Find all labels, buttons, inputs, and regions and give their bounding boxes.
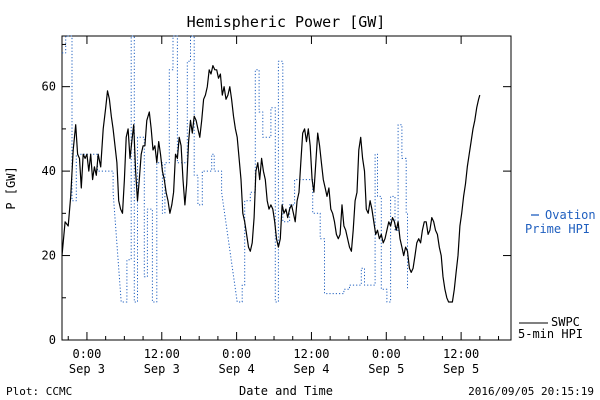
series-line-swpc (61, 65, 481, 303)
x-tick-time-label: 0:00 (222, 347, 251, 361)
series-layer (61, 35, 481, 303)
x-tick-date-label: Sep 3 (144, 362, 180, 376)
x-tick-time-label: 12:00 (293, 347, 329, 361)
x-tick-time-label: 12:00 (144, 347, 180, 361)
plot-frame (61, 35, 512, 341)
x-tick-date-label: Sep 4 (293, 362, 329, 376)
legend-label-swpc: SWPC (551, 315, 580, 329)
legend-label-swpc: 5-min HPI (518, 327, 583, 341)
y-axis: 0 20 40 60 (42, 43, 511, 347)
x-tick-date-label: Sep 5 (368, 362, 404, 376)
plot-timestamp: 2016/09/05 20:15:19 (468, 385, 594, 398)
x-axis-label: Date and Time (239, 384, 333, 398)
y-axis-label: P [GW] (4, 166, 18, 209)
y-tick-label: 0 (49, 333, 56, 347)
chart-title: Hemispheric Power [GW] (187, 13, 386, 31)
x-tick-date-label: Sep 4 (219, 362, 255, 376)
x-tick-date-label: Sep 5 (443, 362, 479, 376)
legend-label-ovation-prime: Ovation (545, 208, 596, 222)
series-line-ovation-prime (62, 35, 408, 303)
legend-label-ovation-prime: Prime HPI (525, 222, 590, 236)
y-tick-label: 20 (42, 249, 56, 263)
y-tick-label: 60 (42, 80, 56, 94)
plot-credit: Plot: CCMC (6, 385, 72, 398)
x-tick-time-label: 12:00 (443, 347, 479, 361)
x-tick-time-label: 0:00 (372, 347, 401, 361)
x-tick-date-label: Sep 3 (69, 362, 105, 376)
x-tick-time-label: 0:00 (72, 347, 101, 361)
y-tick-label: 40 (42, 164, 56, 178)
